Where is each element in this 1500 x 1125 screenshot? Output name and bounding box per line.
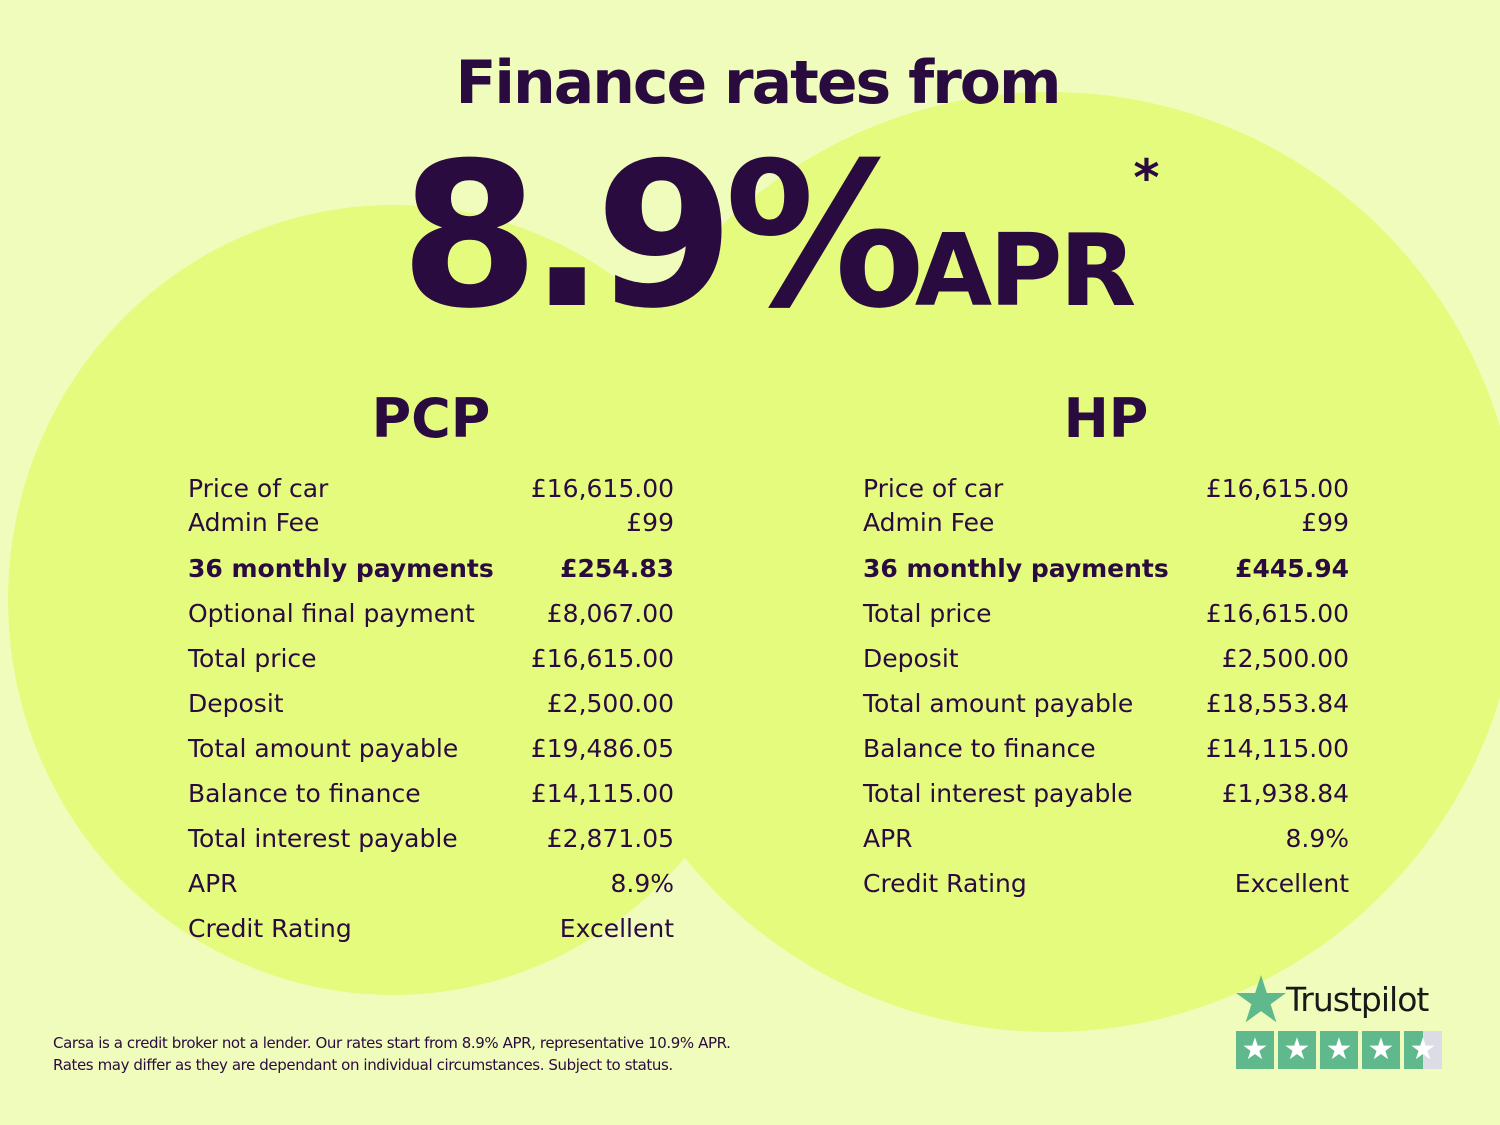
row-label: Total price bbox=[188, 644, 317, 673]
rating-star-icon: ★ bbox=[1236, 1031, 1274, 1069]
table-row: Admin Fee £99 bbox=[188, 506, 674, 540]
row-label: 36 monthly payments bbox=[188, 554, 494, 583]
table-row: APR 8.9% bbox=[863, 816, 1349, 861]
row-label: Price of car bbox=[188, 474, 329, 503]
rate-suffix: APR bbox=[914, 212, 1137, 329]
row-label: Balance to finance bbox=[188, 779, 421, 808]
row-label: Optional final payment bbox=[188, 599, 475, 628]
table-row: Price of car £16,615.00 bbox=[188, 472, 674, 506]
row-label: 36 monthly payments bbox=[863, 554, 1169, 583]
row-label: Total amount payable bbox=[188, 734, 459, 763]
row-value: £2,500.00 bbox=[1221, 644, 1349, 673]
star-icon bbox=[1236, 975, 1286, 1023]
hp-table: HP Price of car £16,615.00 Admin Fee £99 36 … bbox=[863, 388, 1349, 906]
rate-display: 8.9%APR* bbox=[400, 120, 1160, 353]
row-label: Admin Fee bbox=[863, 508, 995, 537]
table-row: Balance to finance £14,115.00 bbox=[863, 726, 1349, 771]
table-row: Optional final payment £8,067.00 bbox=[188, 591, 674, 636]
trustpilot-badge: Trustpilot ★ ★ ★ ★ ★ bbox=[1236, 975, 1442, 1069]
row-label: Total interest payable bbox=[188, 824, 458, 853]
rate-value: 8.9% bbox=[400, 120, 925, 353]
row-value: Excellent bbox=[1234, 869, 1349, 898]
table-row: Credit Rating Excellent bbox=[188, 906, 674, 951]
background-circle-right bbox=[580, 92, 1500, 1032]
asterisk: * bbox=[1133, 149, 1160, 207]
row-value: £254.83 bbox=[560, 554, 674, 583]
disclaimer: Carsa is a credit broker not a lender. O… bbox=[53, 1032, 731, 1076]
row-label: Total amount payable bbox=[863, 689, 1134, 718]
disclaimer-line-2: Rates may differ as they are dependant o… bbox=[53, 1056, 673, 1074]
table-row: Total interest payable £2,871.05 bbox=[188, 816, 674, 861]
row-value: £445.94 bbox=[1235, 554, 1349, 583]
row-value: £16,615.00 bbox=[1205, 474, 1349, 503]
row-label: Credit Rating bbox=[863, 869, 1027, 898]
table-row: Total price £16,615.00 bbox=[188, 636, 674, 681]
row-label: Balance to finance bbox=[863, 734, 1096, 763]
pcp-title: PCP bbox=[371, 387, 491, 450]
row-label: Admin Fee bbox=[188, 508, 320, 537]
row-label: Credit Rating bbox=[188, 914, 352, 943]
row-value: £2,500.00 bbox=[546, 689, 674, 718]
row-label: Price of car bbox=[863, 474, 1004, 503]
table-row: Deposit £2,500.00 bbox=[188, 681, 674, 726]
headline: Finance rates from bbox=[455, 48, 1061, 118]
table-row: Deposit £2,500.00 bbox=[863, 636, 1349, 681]
row-value: 8.9% bbox=[1285, 824, 1349, 853]
table-row: Credit Rating Excellent bbox=[863, 861, 1349, 906]
table-row: Price of car £16,615.00 bbox=[863, 472, 1349, 506]
row-value: £18,553.84 bbox=[1205, 689, 1349, 718]
row-value: £14,115.00 bbox=[530, 779, 674, 808]
row-value: Excellent bbox=[559, 914, 674, 943]
pcp-table: PCP Price of car £16,615.00 Admin Fee £99 36… bbox=[188, 388, 674, 951]
row-label: Deposit bbox=[863, 644, 959, 673]
row-label: Total price bbox=[863, 599, 992, 628]
disclaimer-line-1: Carsa is a credit broker not a lender. O… bbox=[53, 1034, 731, 1052]
table-row: Admin Fee £99 bbox=[863, 506, 1349, 540]
row-value: £99 bbox=[1301, 508, 1349, 537]
row-value: £16,615.00 bbox=[530, 474, 674, 503]
table-row: APR 8.9% bbox=[188, 861, 674, 906]
table-row: Total price £16,615.00 bbox=[863, 591, 1349, 636]
rating-star-icon: ★ bbox=[1278, 1031, 1316, 1069]
table-row: Balance to finance £14,115.00 bbox=[188, 771, 674, 816]
row-value: 8.9% bbox=[610, 869, 674, 898]
table-row: Total amount payable £18,553.84 bbox=[863, 681, 1349, 726]
table-row: Total amount payable £19,486.05 bbox=[188, 726, 674, 771]
table-row: 36 monthly payments £254.83 bbox=[188, 546, 674, 591]
rating-star-icon: ★ bbox=[1404, 1031, 1442, 1069]
hp-title: HP bbox=[1063, 387, 1149, 450]
row-label: APR bbox=[863, 824, 913, 853]
row-value: £14,115.00 bbox=[1205, 734, 1349, 763]
trustpilot-name: Trustpilot bbox=[1286, 979, 1429, 1019]
row-value: £8,067.00 bbox=[546, 599, 674, 628]
table-row: Total interest payable £1,938.84 bbox=[863, 771, 1349, 816]
rating-star-icon: ★ bbox=[1320, 1031, 1358, 1069]
row-value: £1,938.84 bbox=[1221, 779, 1349, 808]
row-value: £16,615.00 bbox=[530, 644, 674, 673]
row-value: £2,871.05 bbox=[546, 824, 674, 853]
trustpilot-rating: ★ ★ ★ ★ ★ bbox=[1236, 1031, 1442, 1069]
row-value: £16,615.00 bbox=[1205, 599, 1349, 628]
row-label: Deposit bbox=[188, 689, 284, 718]
row-value: £99 bbox=[626, 508, 674, 537]
table-row: 36 monthly payments £445.94 bbox=[863, 546, 1349, 591]
row-value: £19,486.05 bbox=[530, 734, 674, 763]
row-label: Total interest payable bbox=[863, 779, 1133, 808]
row-label: APR bbox=[188, 869, 238, 898]
rating-star-icon: ★ bbox=[1362, 1031, 1400, 1069]
